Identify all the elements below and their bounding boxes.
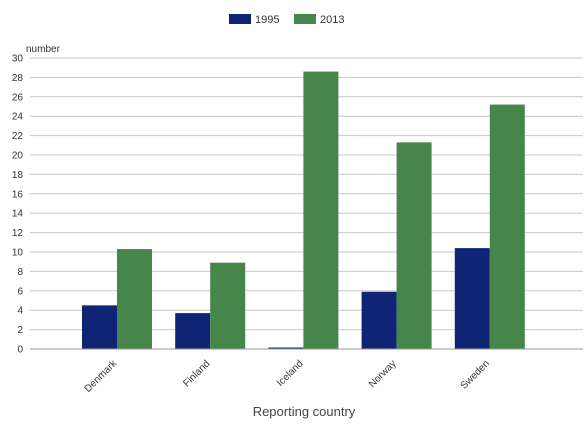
y-tick-label: 24 — [12, 112, 24, 123]
bar-2013-sweden — [489, 104, 525, 349]
y-tick-label: 4 — [17, 306, 23, 317]
y-tick-label: 6 — [17, 286, 23, 297]
y-tick-label: 2 — [17, 325, 23, 336]
y-tick-label: 22 — [12, 131, 24, 142]
x-tick-label: Denmark — [83, 358, 120, 395]
y-tick-label: 28 — [12, 73, 24, 84]
x-axis-title: Reporting country — [253, 404, 356, 419]
legend: 1995 2013 — [229, 14, 344, 26]
bar-1995-iceland — [268, 347, 304, 349]
y-tick-label: 30 — [12, 54, 24, 65]
bars — [82, 71, 525, 349]
bar-2013-finland — [210, 262, 246, 349]
x-tick-label: Norway — [367, 358, 399, 390]
bar-2013-norway — [396, 142, 432, 349]
legend-swatch-1995 — [229, 14, 251, 24]
bar-1995-sweden — [454, 248, 490, 349]
bar-1995-norway — [361, 291, 397, 349]
bar-1995-denmark — [82, 305, 117, 349]
bar-2013-iceland — [303, 71, 339, 349]
x-tick-label: Finland — [181, 358, 212, 389]
x-tick-label: Sweden — [459, 358, 492, 391]
y-tick-label: 10 — [12, 248, 24, 259]
bar-1995-finland — [175, 313, 211, 349]
y-tick-label: 14 — [12, 209, 24, 220]
legend-label: 1995 — [255, 14, 279, 26]
y-tick-label: 8 — [17, 267, 23, 278]
legend-swatch-2013 — [294, 14, 316, 24]
y-tick-label: 20 — [12, 151, 24, 162]
y-tick-label: 18 — [12, 170, 24, 181]
y-tick-label: 0 — [17, 345, 23, 356]
y-axis-unit-label: number — [26, 44, 61, 55]
bar-2013-denmark — [117, 249, 152, 349]
y-tick-label: 12 — [12, 228, 24, 239]
y-tick-label: 26 — [12, 92, 24, 103]
legend-label: 2013 — [320, 14, 344, 26]
y-tick-label: 16 — [12, 189, 24, 200]
x-axis-ticks: Denmark Finland Iceland Norway Sweden — [83, 358, 492, 395]
x-tick-label: Iceland — [275, 358, 306, 389]
